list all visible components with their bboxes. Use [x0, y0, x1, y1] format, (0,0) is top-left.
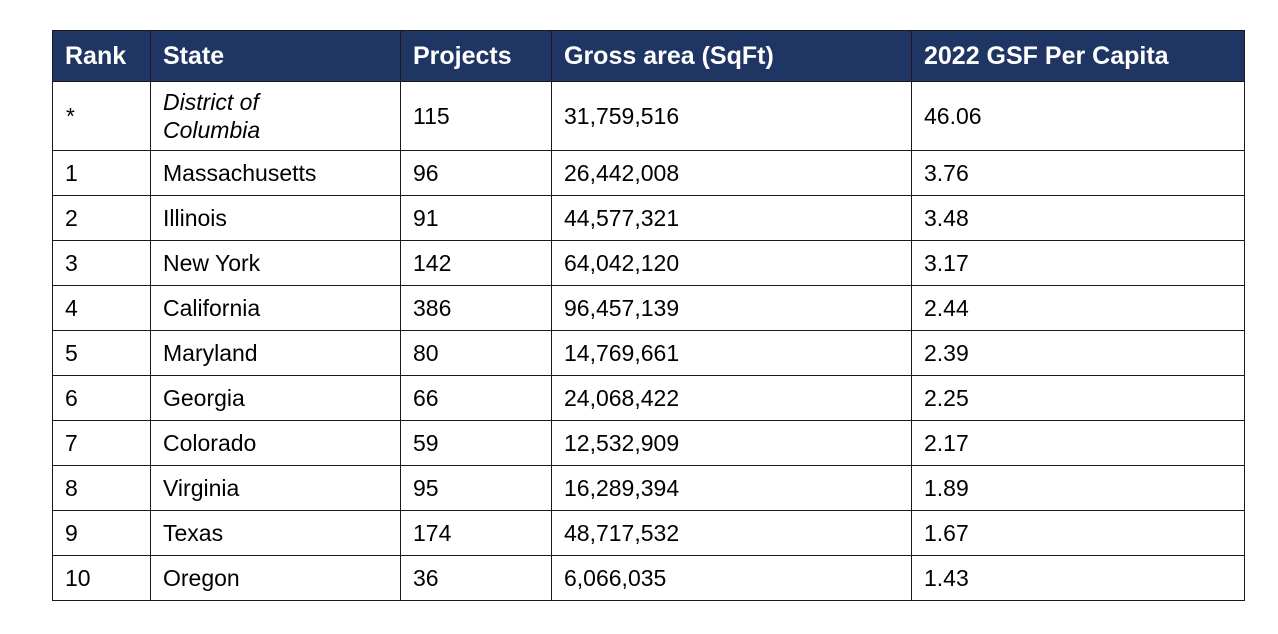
state-cell: Maryland — [150, 330, 401, 376]
header-projects: Projects — [400, 30, 552, 82]
gross-area-cell: 14,769,661 — [551, 330, 912, 376]
rank-cell: 3 — [52, 240, 151, 286]
state-cell: Georgia — [150, 375, 401, 421]
state-cell: District of Columbia — [150, 81, 401, 151]
header-rank: Rank — [52, 30, 151, 82]
rank-cell: 5 — [52, 330, 151, 376]
gross-area-cell: 16,289,394 — [551, 465, 912, 511]
projects-cell: 91 — [400, 195, 552, 241]
state-cell: Illinois — [150, 195, 401, 241]
gross-area-cell: 31,759,516 — [551, 81, 912, 151]
state-cell: New York — [150, 240, 401, 286]
per-capita-cell: 1.89 — [911, 465, 1245, 511]
per-capita-cell: 3.48 — [911, 195, 1245, 241]
rank-cell: 1 — [52, 150, 151, 196]
projects-cell: 36 — [400, 555, 552, 601]
header-state: State — [150, 30, 401, 82]
per-capita-cell: 3.76 — [911, 150, 1245, 196]
header-gross-area: Gross area (SqFt) — [551, 30, 912, 82]
per-capita-cell: 1.67 — [911, 510, 1245, 556]
rank-cell: 9 — [52, 510, 151, 556]
projects-cell: 95 — [400, 465, 552, 511]
gross-area-cell: 96,457,139 — [551, 285, 912, 331]
table-row: 4 California 386 96,457,139 2.44 — [52, 285, 1245, 331]
per-capita-cell: 3.17 — [911, 240, 1245, 286]
gross-area-cell: 26,442,008 — [551, 150, 912, 196]
projects-cell: 96 — [400, 150, 552, 196]
projects-cell: 59 — [400, 420, 552, 466]
header-per-capita: 2022 GSF Per Capita — [911, 30, 1245, 82]
per-capita-cell: 2.44 — [911, 285, 1245, 331]
projects-cell: 80 — [400, 330, 552, 376]
state-cell: Colorado — [150, 420, 401, 466]
rank-cell: * — [52, 81, 151, 151]
projects-cell: 115 — [400, 81, 552, 151]
table-row: 6 Georgia 66 24,068,422 2.25 — [52, 375, 1245, 421]
state-cell: Virginia — [150, 465, 401, 511]
state-cell: Massachusetts — [150, 150, 401, 196]
table-row: * District of Columbia 115 31,759,516 46… — [52, 81, 1245, 151]
gross-area-cell: 48,717,532 — [551, 510, 912, 556]
per-capita-cell: 1.43 — [911, 555, 1245, 601]
rank-cell: 6 — [52, 375, 151, 421]
gross-area-cell: 12,532,909 — [551, 420, 912, 466]
table-row: 2 Illinois 91 44,577,321 3.48 — [52, 195, 1245, 241]
table-header: Rank State Projects Gross area (SqFt) 20… — [52, 30, 1245, 82]
table-body: * District of Columbia 115 31,759,516 46… — [52, 81, 1245, 601]
gross-area-cell: 64,042,120 — [551, 240, 912, 286]
state-cell: California — [150, 285, 401, 331]
table-row: 7 Colorado 59 12,532,909 2.17 — [52, 420, 1245, 466]
rank-cell: 2 — [52, 195, 151, 241]
table-row: 5 Maryland 80 14,769,661 2.39 — [52, 330, 1245, 376]
gross-area-cell: 44,577,321 — [551, 195, 912, 241]
per-capita-cell: 2.39 — [911, 330, 1245, 376]
projects-cell: 142 — [400, 240, 552, 286]
per-capita-cell: 46.06 — [911, 81, 1245, 151]
gross-area-cell: 24,068,422 — [551, 375, 912, 421]
rank-cell: 10 — [52, 555, 151, 601]
rankings-table-container: Rank State Projects Gross area (SqFt) 20… — [52, 30, 1245, 601]
table-row: 9 Texas 174 48,717,532 1.67 — [52, 510, 1245, 556]
table-row: 8 Virginia 95 16,289,394 1.89 — [52, 465, 1245, 511]
projects-cell: 66 — [400, 375, 552, 421]
state-name-line1: District of — [163, 89, 259, 115]
gross-area-cell: 6,066,035 — [551, 555, 912, 601]
per-capita-cell: 2.25 — [911, 375, 1245, 421]
rank-cell: 4 — [52, 285, 151, 331]
table-row: 10 Oregon 36 6,066,035 1.43 — [52, 555, 1245, 601]
rank-cell: 7 — [52, 420, 151, 466]
header-row: Rank State Projects Gross area (SqFt) 20… — [52, 30, 1245, 82]
table-row: 1 Massachusetts 96 26,442,008 3.76 — [52, 150, 1245, 196]
state-cell: Texas — [150, 510, 401, 556]
rank-cell: 8 — [52, 465, 151, 511]
table-row: 3 New York 142 64,042,120 3.17 — [52, 240, 1245, 286]
projects-cell: 386 — [400, 285, 552, 331]
projects-cell: 174 — [400, 510, 552, 556]
state-name-line2: Columbia — [163, 117, 261, 143]
state-cell: Oregon — [150, 555, 401, 601]
state-rankings-table: Rank State Projects Gross area (SqFt) 20… — [52, 30, 1245, 601]
per-capita-cell: 2.17 — [911, 420, 1245, 466]
